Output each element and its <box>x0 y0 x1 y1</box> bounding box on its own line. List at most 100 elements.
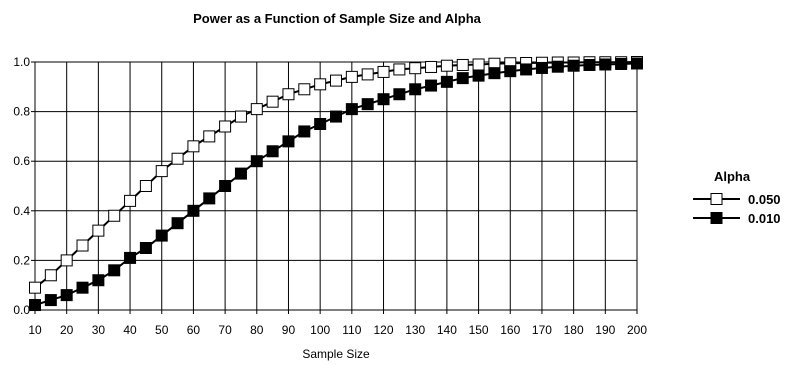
x-tick-label: 100 <box>310 323 330 337</box>
data-point-0.010 <box>488 67 501 80</box>
x-tick-label: 180 <box>564 323 584 337</box>
data-point-0.010 <box>425 79 438 92</box>
data-point-0.050 <box>440 59 453 72</box>
data-point-0.050 <box>314 78 327 91</box>
y-tick-label: 0.6 <box>13 154 30 168</box>
y-tick-label: 0.2 <box>13 253 30 267</box>
data-point-0.050 <box>234 110 247 123</box>
data-point-0.050 <box>266 95 279 108</box>
data-point-0.010 <box>29 299 41 312</box>
x-tick-label: 190 <box>595 323 615 337</box>
data-point-0.050 <box>76 239 89 252</box>
data-point-0.050 <box>282 88 295 101</box>
data-point-0.010 <box>456 72 469 85</box>
data-point-0.050 <box>456 58 469 71</box>
data-point-0.010 <box>520 63 533 76</box>
legend-label-0.050: 0.050 <box>748 192 781 207</box>
data-point-0.010 <box>393 88 406 101</box>
data-point-0.010 <box>615 57 628 70</box>
data-point-0.050 <box>108 209 121 222</box>
x-tick-label: 140 <box>437 323 457 337</box>
data-point-0.010 <box>551 60 564 73</box>
data-point-0.050 <box>203 130 216 143</box>
data-point-0.050 <box>124 194 137 207</box>
data-point-0.010 <box>330 110 342 123</box>
x-tick-label: 70 <box>218 323 232 337</box>
data-point-0.010 <box>76 281 89 294</box>
data-point-0.050 <box>345 70 358 83</box>
x-tick-label: 40 <box>123 323 137 337</box>
x-tick-label: 200 <box>627 323 647 337</box>
data-point-0.010 <box>187 204 200 217</box>
y-tick-label: 1.0 <box>13 55 30 69</box>
chart-title: Power as a Function of Sample Size and A… <box>193 11 482 26</box>
data-point-0.050 <box>393 63 406 76</box>
x-tick-label: 110 <box>342 323 361 337</box>
data-point-0.010 <box>440 75 453 88</box>
data-point-0.050 <box>219 120 232 133</box>
x-tick-label: 10 <box>28 323 42 337</box>
data-point-0.010 <box>361 98 374 111</box>
data-point-0.010 <box>250 155 263 168</box>
x-tick-labels: 10 20 30 40 50 60 70 80 90 100 110 120 130 140 150 160 1… <box>28 323 647 337</box>
data-point-0.010 <box>108 264 121 277</box>
data-point-0.050 <box>171 152 184 165</box>
data-point-0.010 <box>234 167 247 180</box>
data-point-0.010 <box>282 135 295 148</box>
y-tick-label: 0.0 <box>13 303 30 317</box>
data-point-0.050 <box>377 65 390 78</box>
data-point-0.010 <box>171 217 184 230</box>
data-point-0.010 <box>631 57 643 70</box>
data-point-0.050 <box>155 165 168 178</box>
data-point-0.010 <box>139 242 152 254</box>
data-point-0.010 <box>409 83 422 96</box>
data-point-0.010 <box>567 59 580 72</box>
data-point-0.010 <box>345 103 358 116</box>
data-point-0.050 <box>44 269 57 282</box>
data-point-0.010 <box>298 125 311 138</box>
x-tick-label: 90 <box>282 323 296 337</box>
data-point-0.050 <box>60 254 73 267</box>
data-point-0.010 <box>472 69 485 82</box>
x-tick-label: 30 <box>92 323 106 337</box>
x-tick-label: 60 <box>187 323 201 337</box>
legend-title: Alpha <box>714 169 751 184</box>
data-point-0.050 <box>425 60 438 73</box>
x-tick-label: 150 <box>469 323 489 337</box>
data-point-0.010 <box>266 145 279 158</box>
data-point-0.010 <box>583 58 596 71</box>
data-point-0.010 <box>155 229 168 242</box>
axes <box>31 61 638 314</box>
data-point-0.010 <box>504 65 517 78</box>
data-point-0.050 <box>472 58 485 71</box>
data-point-0.010 <box>314 118 327 130</box>
series-line-0.010 <box>34 62 638 306</box>
data-point-0.050 <box>29 281 41 294</box>
y-tick-label: 0.8 <box>13 105 30 119</box>
data-point-0.050 <box>139 180 152 192</box>
data-point-0.050 <box>330 74 342 87</box>
legend: Alpha 0.050 0.010 <box>693 169 781 226</box>
series-group <box>29 56 643 312</box>
grid-lines <box>34 61 638 311</box>
data-point-0.050 <box>187 140 200 153</box>
x-tick-label: 160 <box>500 323 520 337</box>
x-tick-label: 170 <box>532 323 552 337</box>
data-point-0.050 <box>298 83 311 96</box>
x-axis-label: Sample Size <box>302 347 370 361</box>
x-tick-label: 130 <box>405 323 425 337</box>
x-tick-label: 120 <box>374 323 394 337</box>
data-point-0.010 <box>203 192 216 205</box>
legend-label-0.010: 0.010 <box>748 211 781 226</box>
plot-frame <box>34 61 638 311</box>
data-point-0.050 <box>409 62 422 75</box>
y-tick-labels: 0.0 0.2 0.4 0.6 0.8 1.0 <box>13 55 30 317</box>
x-tick-label: 20 <box>60 323 74 337</box>
data-point-0.010 <box>377 93 390 106</box>
data-point-0.010 <box>219 180 232 192</box>
data-point-0.010 <box>124 251 137 264</box>
legend-marker-0.010 <box>710 212 723 224</box>
x-tick-label: 50 <box>155 323 169 337</box>
y-tick-label: 0.4 <box>13 204 30 218</box>
